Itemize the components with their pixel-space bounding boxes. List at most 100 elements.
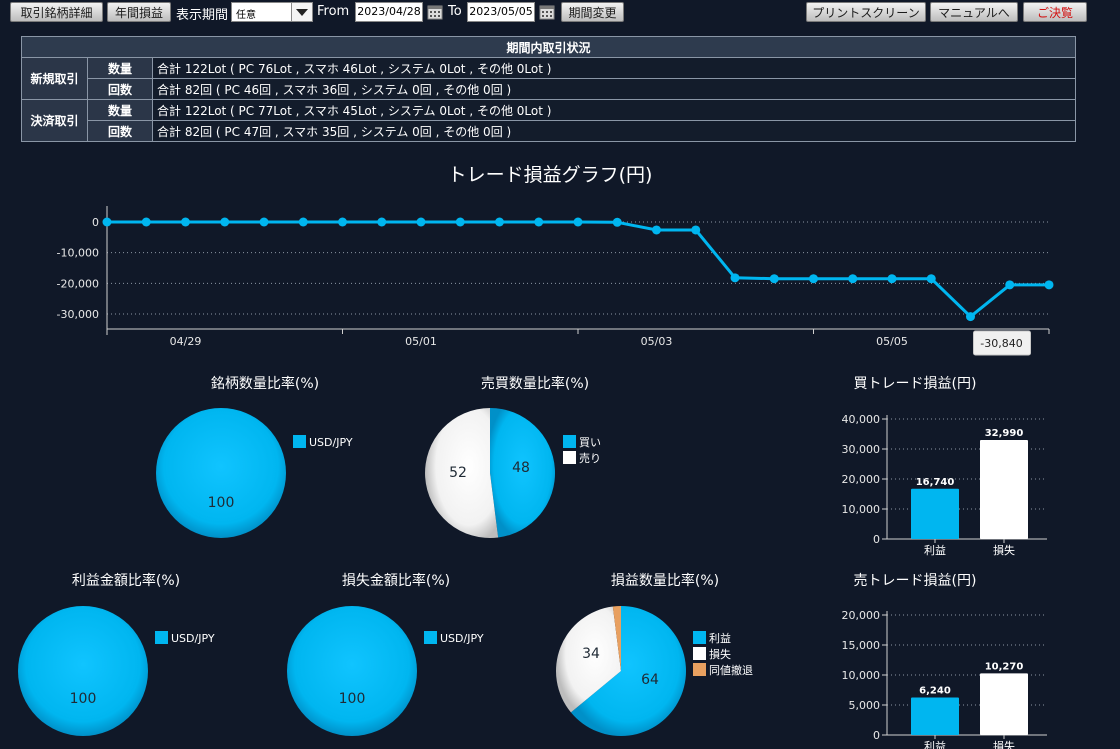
y-tick-label: 20,000 [842, 609, 881, 622]
y-tick-label: 10,000 [842, 669, 881, 682]
table-row: 決済取引 数量 合計 122Lot ( PC 77Lot , スマホ 45Lot… [21, 99, 1076, 142]
data-point [730, 273, 740, 283]
data-point [141, 217, 151, 227]
pie-slice [18, 606, 148, 736]
legend-swatch [693, 663, 706, 676]
data-point [691, 225, 701, 235]
data-point [966, 312, 975, 322]
x-tick-label: 05/03 [641, 335, 673, 348]
row-value: 合計 82回 ( PC 47回 , スマホ 35回 , システム 0回 , その… [152, 120, 1076, 142]
chevron-down-icon[interactable] [291, 3, 312, 21]
bar-title-sell-pl: 売トレード損益(円) [853, 573, 977, 589]
data-point [887, 274, 897, 284]
legend-label: USD/JPY [309, 436, 353, 449]
table-row: 新規取引 数量 合計 122Lot ( PC 76Lot , スマホ 46Lot… [21, 57, 1076, 100]
legend-label: USD/JPY [440, 632, 484, 645]
legend-label: 同値撤退 [709, 663, 753, 677]
legend-swatch [424, 631, 437, 644]
pie-title-loss-amount: 損失金額比率(%) [341, 573, 451, 589]
pie-value-label: 52 [449, 465, 467, 481]
x-tick-label: 利益 [924, 739, 946, 749]
data-point [259, 217, 269, 227]
pie-title-buysell-qty: 売買数量比率(%) [480, 376, 590, 392]
symbol-detail-button[interactable]: 取引銘柄詳細 [10, 2, 103, 22]
pie-title-pl-count: 損益数量比率(%) [610, 573, 720, 589]
y-tick-label: 0 [873, 729, 880, 742]
data-point [298, 217, 308, 227]
data-point [416, 217, 426, 227]
x-tick-label: 05/05 [876, 335, 908, 348]
pie-slice [425, 408, 499, 538]
from-date-field[interactable]: 2023/04/28 [355, 2, 423, 22]
x-tick-label: 損失 [993, 739, 1015, 749]
y-tick-label: 40,000 [842, 413, 881, 426]
data-point [338, 217, 347, 227]
legend-swatch [155, 631, 168, 644]
legend-label: 売り [579, 452, 601, 465]
bar [911, 697, 959, 735]
pie-slice [287, 606, 417, 736]
data-point [1044, 280, 1054, 290]
legend-label: USD/JPY [171, 632, 215, 645]
to-date-field[interactable]: 2023/05/05 [467, 2, 535, 22]
data-point [495, 217, 504, 227]
y-tick-label: 20,000 [842, 473, 881, 486]
data-point [377, 217, 387, 227]
data-point [455, 217, 465, 227]
calendar-icon[interactable] [427, 4, 443, 20]
data-point [181, 217, 190, 227]
y-tick-label: 5,000 [849, 699, 881, 712]
period-label: 表示期間 [176, 8, 229, 23]
series-line [107, 220, 1049, 319]
data-point [102, 217, 112, 227]
legend-swatch [293, 435, 306, 448]
group-label-new: 新規取引 [21, 57, 88, 100]
y-tick-label: -30,000 [57, 308, 99, 321]
table-row: 回数 合計 82回 ( PC 47回 , スマホ 35回 , システム 0回 ,… [22, 120, 1076, 142]
data-point [534, 217, 544, 227]
calendar-icon[interactable] [539, 4, 555, 20]
y-tick-label: 10,000 [842, 503, 881, 516]
from-label: From [317, 4, 350, 19]
data-point [220, 217, 230, 227]
pie-slice [612, 606, 621, 671]
change-period-button[interactable]: 期間変更 [561, 2, 624, 22]
y-tick-label: 30,000 [842, 443, 881, 456]
pie-slice [156, 408, 286, 538]
print-screen-button[interactable]: プリントスクリーン [806, 2, 926, 22]
bar-value-label: 10,270 [985, 661, 1024, 672]
pie-value-label: 100 [208, 495, 235, 511]
row-value: 合計 122Lot ( PC 77Lot , スマホ 45Lot , システム … [152, 99, 1076, 121]
legend-label: 利益 [709, 631, 731, 645]
pie-value-label: 34 [582, 646, 600, 662]
pie-slice [490, 408, 556, 538]
pie-slice [556, 606, 621, 713]
trade-summary-table: 期間内取引状況 新規取引 数量 合計 122Lot ( PC 76Lot , ス… [21, 36, 1076, 142]
bar-title-buy-pl: 買トレード損益(円) [853, 376, 977, 392]
row-label: 数量 [87, 57, 153, 79]
legend-swatch [563, 435, 576, 448]
tooltip-box [973, 330, 1031, 356]
pie-value-label: 48 [512, 460, 530, 476]
line-chart-title: トレード損益グラフ(円) [447, 164, 653, 186]
data-point [652, 225, 661, 235]
pie-value-label: 64 [641, 672, 659, 688]
y-tick-label: 15,000 [842, 639, 881, 652]
close-button[interactable]: ご決覧 [1023, 2, 1087, 22]
y-tick-label: -20,000 [57, 277, 99, 290]
bar [980, 673, 1028, 735]
x-tick-label: 05/01 [405, 335, 437, 348]
bar-value-label: 16,740 [916, 477, 955, 488]
data-point [573, 217, 583, 227]
data-point [1005, 280, 1015, 290]
group-label-settle: 決済取引 [21, 99, 88, 142]
bar-value-label: 32,990 [985, 428, 1024, 439]
legend-label: 買い [579, 436, 601, 449]
data-point [769, 274, 779, 284]
legend-label: 損失 [709, 647, 731, 661]
data-point [809, 274, 818, 284]
annual-pl-button[interactable]: 年間損益 [107, 2, 171, 22]
manual-button[interactable]: マニュアルへ [930, 2, 1018, 22]
period-select[interactable]: 任意 [231, 2, 313, 22]
